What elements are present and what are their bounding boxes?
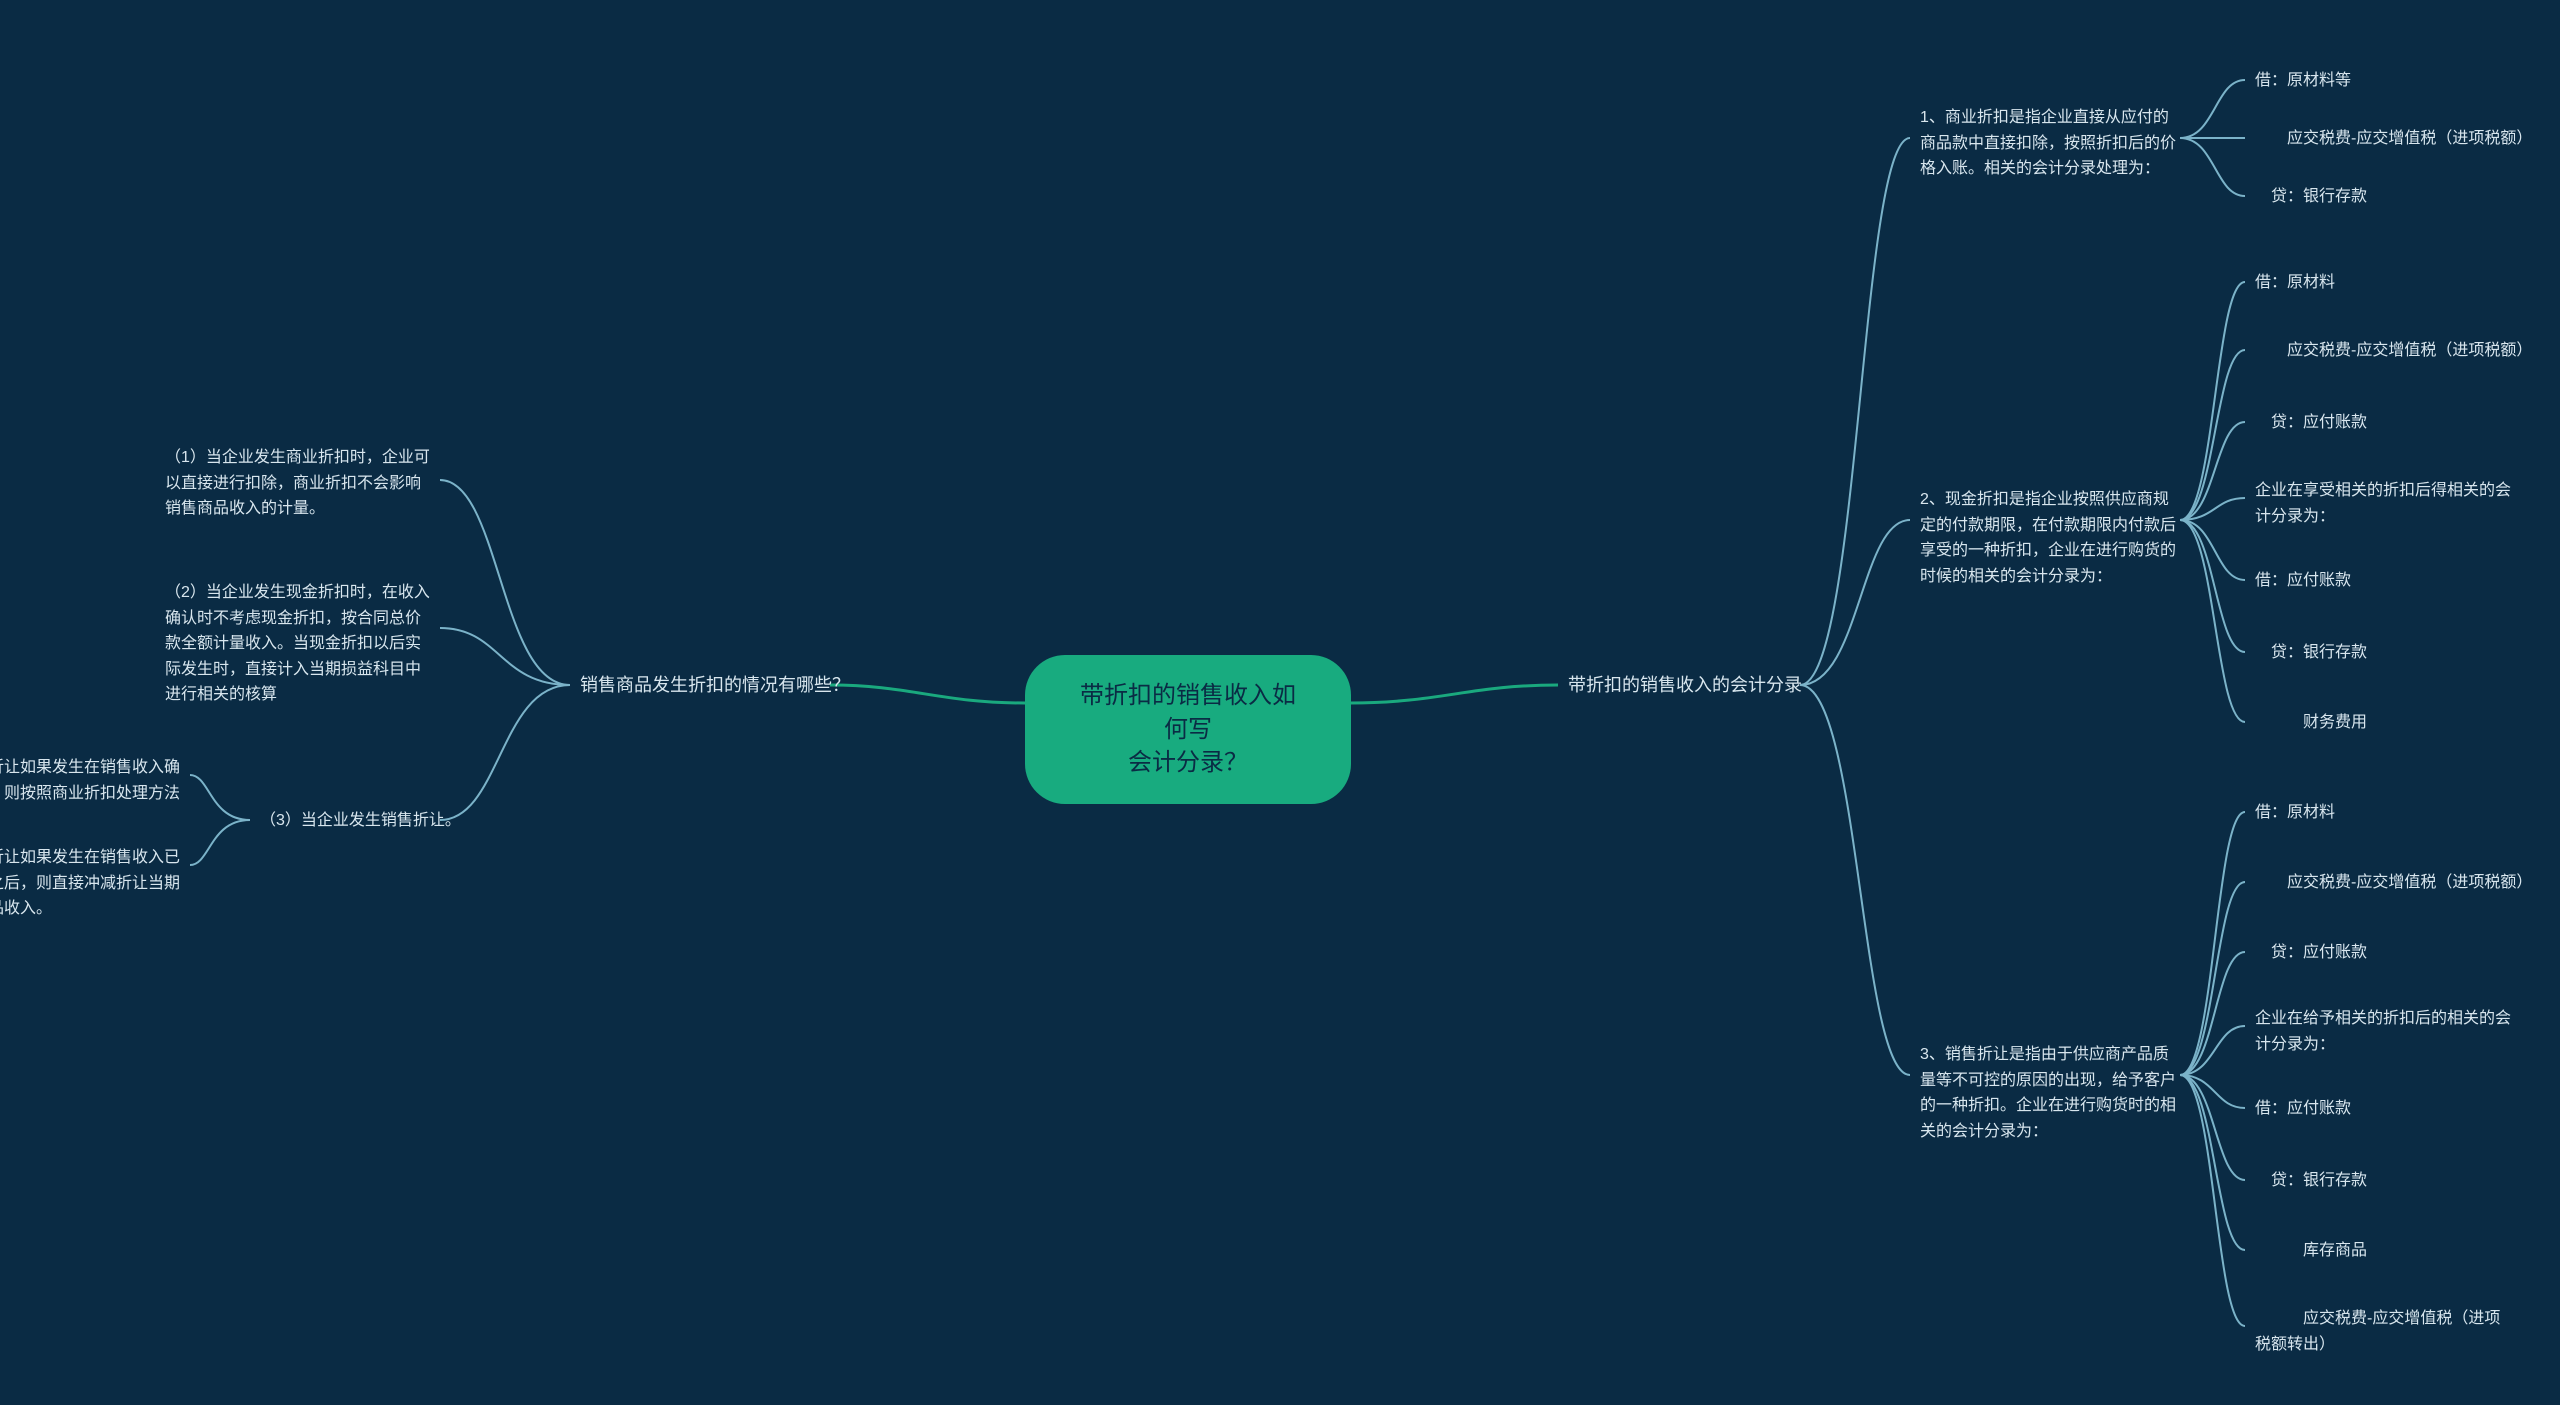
right-g2-l7: 财务费用 — [2255, 710, 2367, 736]
right-g3-l1: 借：原材料 — [2255, 800, 2335, 826]
right-g2-l1: 借：原材料 — [2255, 270, 2335, 296]
mindmap-page: 带折扣的销售收入如何写 会计分录？ 销售商品发生折扣的情况有哪些？ （1）当企业… — [0, 0, 2560, 1405]
right-g2-title: 2、现金折扣是指企业按照供应商规定的付款期限，在付款期限内付款后享受的一种折扣，… — [1920, 487, 2180, 589]
center-node: 带折扣的销售收入如何写 会计分录？ — [1025, 655, 1351, 804]
right-branch-title: 带折扣的销售收入的会计分录 — [1568, 672, 1802, 699]
right-g3-l7: 库存商品 — [2255, 1238, 2367, 1264]
right-g2-l5: 借：应付账款 — [2255, 568, 2351, 594]
right-g2-l3: 贷：应付账款 — [2255, 410, 2367, 436]
right-g2-l4: 企业在享受相关的折扣后得相关的会计分录为： — [2255, 478, 2515, 529]
left-item-1: （1）当企业发生商业折扣时，企业可以直接进行扣除，商业折扣不会影响销售商品收入的… — [165, 445, 435, 522]
right-g3-l4: 企业在给予相关的折扣后的相关的会计分录为： — [2255, 1006, 2515, 1057]
right-g1-title: 1、商业折扣是指企业直接从应付的商品款中直接扣除，按照折扣后的价格入账。相关的会… — [1920, 105, 2180, 182]
center-line1: 带折扣的销售收入如何写 — [1080, 682, 1296, 743]
right-g3-title: 3、销售折让是指由于供应商产品质量等不可控的原因的出现，给予客户的一种折扣。企业… — [1920, 1042, 2180, 1144]
left-item-3a: ①销售折让如果发生在销售收入确认之前，则按照商业折扣处理方法核算。 — [0, 755, 190, 832]
right-g2-l2: 应交税费-应交增值税（进项税额） — [2255, 338, 2532, 364]
right-g1-l3: 贷：银行存款 — [2255, 184, 2367, 210]
right-g3-l2: 应交税费-应交增值税（进项税额） — [2255, 870, 2532, 896]
center-line2: 会计分录？ — [1128, 749, 1248, 776]
left-item-3b: ②销售折让如果发生在销售收入已经确认之后，则直接冲减折让当期销售商品收入。 — [0, 845, 190, 922]
right-g1-l2: 应交税费-应交增值税（进项税额） — [2255, 126, 2532, 152]
right-g3-l8: 应交税费-应交增值税（进项税额转出） — [2255, 1306, 2515, 1357]
left-branch-title: 销售商品发生折扣的情况有哪些？ — [580, 672, 850, 699]
right-g2-l6: 贷：银行存款 — [2255, 640, 2367, 666]
left-item-2: （2）当企业发生现金折扣时，在收入确认时不考虑现金折扣，按合同总价款全额计量收入… — [165, 580, 435, 708]
right-g3-l6: 贷：银行存款 — [2255, 1168, 2367, 1194]
right-g3-l5: 借：应付账款 — [2255, 1096, 2351, 1122]
right-g1-l1: 借：原材料等 — [2255, 68, 2351, 94]
left-item-3: （3）当企业发生销售折让。 — [260, 808, 461, 834]
right-g3-l3: 贷：应付账款 — [2255, 940, 2367, 966]
